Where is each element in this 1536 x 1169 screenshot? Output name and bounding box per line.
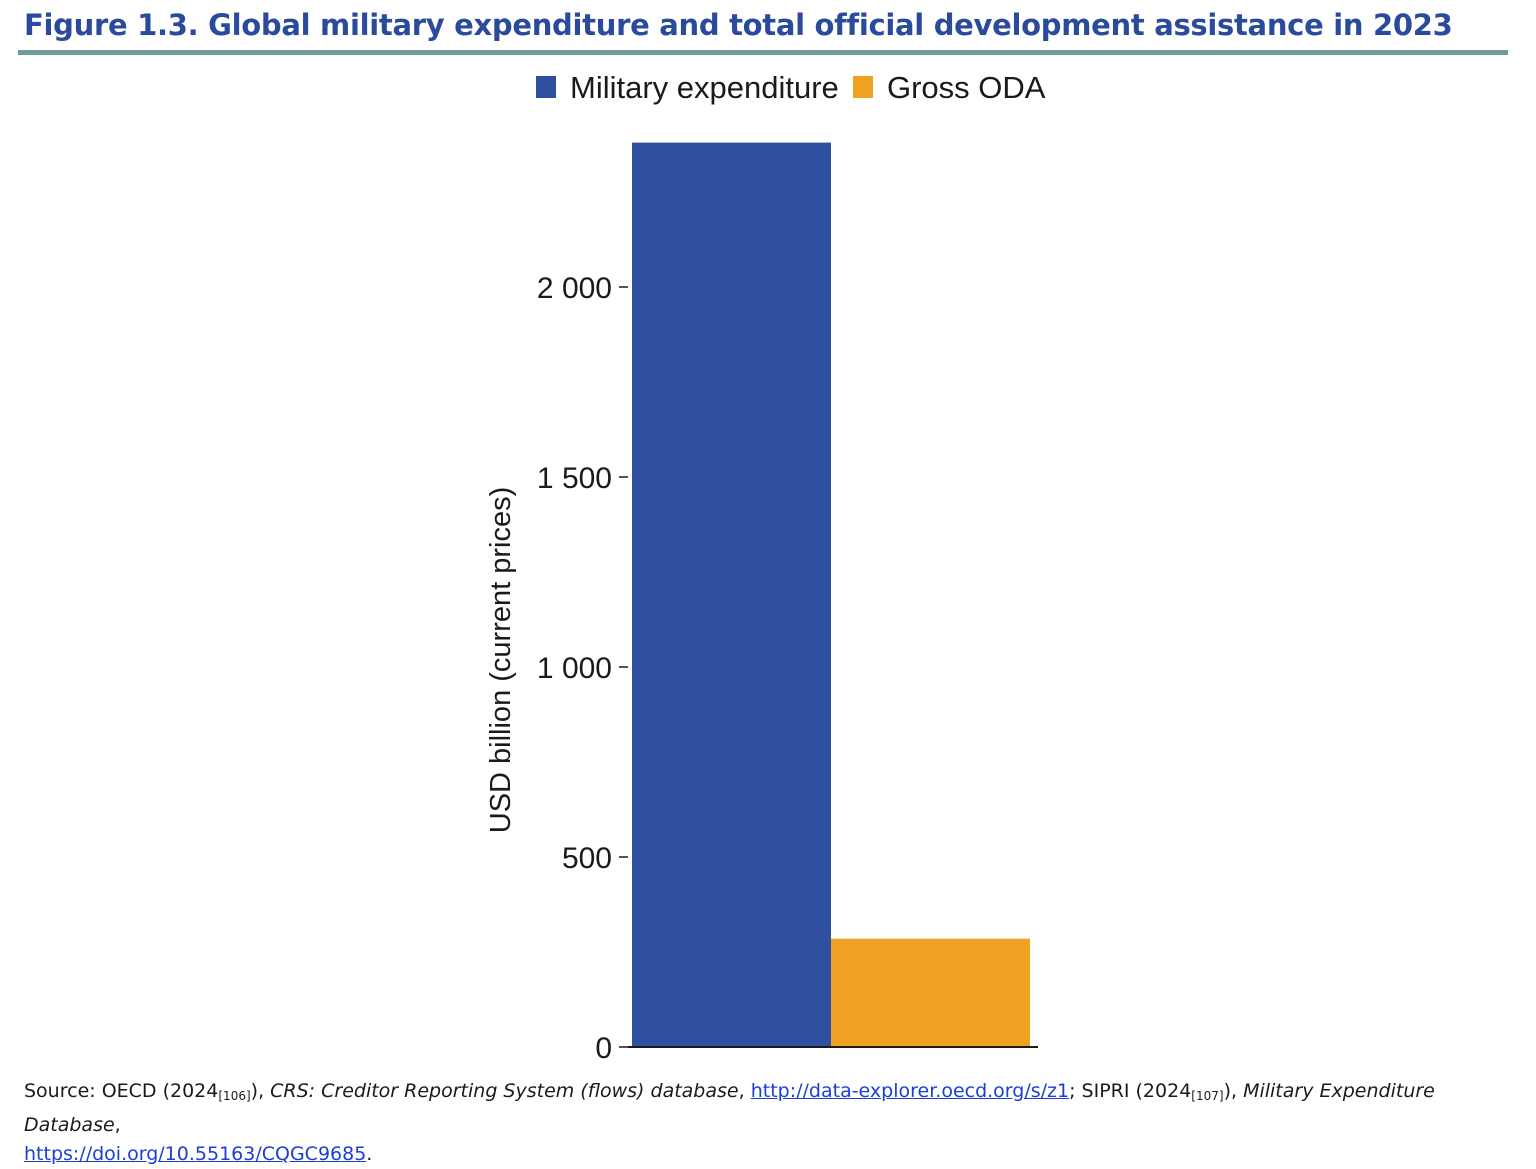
source-note: Source: OECD (2024[106]), CRS: Creditor … bbox=[24, 1077, 1514, 1169]
bar-gross-oda bbox=[831, 938, 1030, 1047]
y-tick-label: 500 bbox=[562, 842, 612, 875]
y-tick-label: 1 000 bbox=[537, 652, 612, 685]
sipri-doi-link[interactable]: https://doi.org/10.55163/CQGC9685 bbox=[24, 1143, 367, 1165]
legend-label-military-expenditure: Military expenditure bbox=[570, 70, 839, 105]
source-database-sipri: Military Expenditure Database bbox=[24, 1080, 1435, 1136]
source-text: , bbox=[738, 1080, 751, 1102]
source-text: ), bbox=[250, 1080, 271, 1102]
legend-swatch-military-expenditure bbox=[536, 76, 556, 98]
source-ref-106: [106] bbox=[218, 1089, 251, 1103]
source-text: . bbox=[366, 1143, 373, 1165]
source-text: , bbox=[114, 1114, 121, 1136]
y-axis: 0 500 1 000 1 500 2 000 bbox=[537, 272, 628, 1060]
source-text: ), bbox=[1223, 1080, 1244, 1102]
y-axis-label: USD billion (current prices) bbox=[485, 487, 517, 834]
bar-military-expenditure bbox=[632, 142, 831, 1048]
figure-title: Figure 1.3. Global military expenditure … bbox=[24, 8, 1453, 42]
chart-bars bbox=[632, 142, 1030, 1048]
y-tick-label: 0 bbox=[595, 1032, 612, 1060]
bar-chart: Military expenditure Gross ODA 0 500 1 000 1… bbox=[485, 70, 1046, 1060]
source-database-crs: CRS: Creditor Reporting System (flows) d… bbox=[270, 1080, 739, 1102]
title-divider bbox=[18, 50, 1508, 55]
source-text: ; SIPRI (2024 bbox=[1069, 1080, 1192, 1102]
legend-label-gross-oda: Gross ODA bbox=[887, 70, 1046, 105]
y-tick-label: 1 500 bbox=[537, 462, 612, 495]
source-text: Source: OECD (2024 bbox=[24, 1080, 219, 1102]
legend-swatch-gross-oda bbox=[853, 76, 873, 98]
y-tick-label: 2 000 bbox=[537, 272, 612, 305]
chart-legend: Military expenditure Gross ODA bbox=[536, 70, 1046, 105]
source-ref-107: [107] bbox=[1191, 1089, 1224, 1103]
oecd-data-link[interactable]: http://data-explorer.oecd.org/s/z1 bbox=[750, 1080, 1070, 1102]
